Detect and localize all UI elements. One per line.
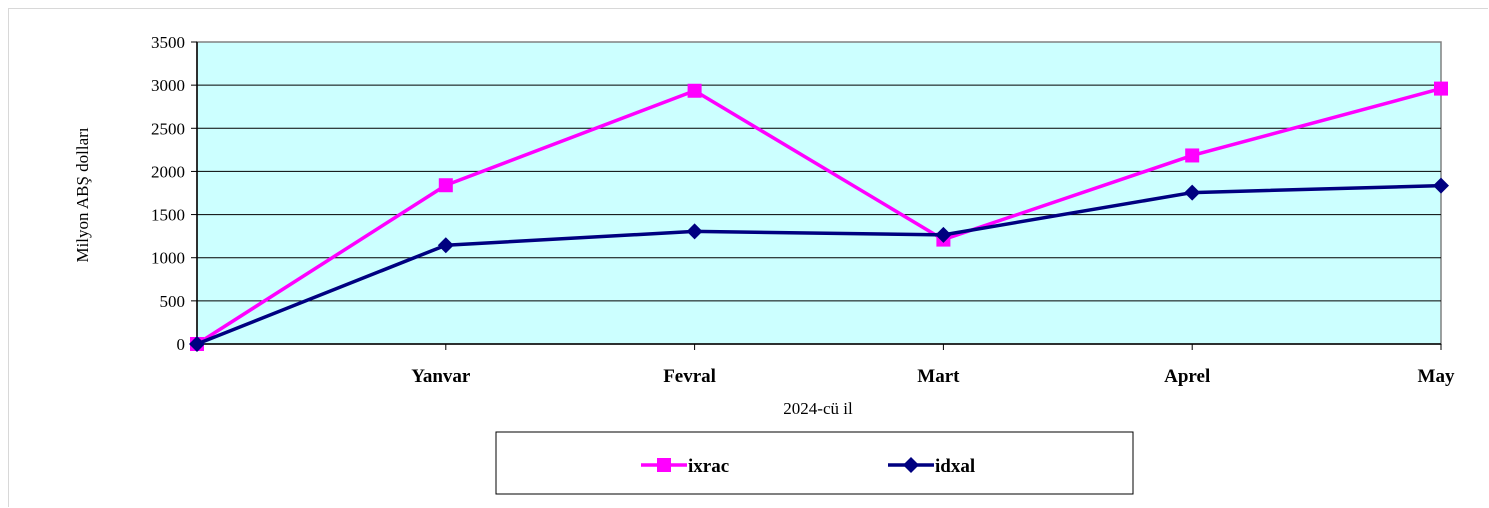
data-point (686, 223, 703, 240)
data-point (935, 226, 952, 243)
y-axis-ticks: 0 500 1000 1500 2000 2500 3000 3500 (151, 33, 1441, 354)
legend: ixrac idxal (495, 431, 1134, 495)
series-idxal (189, 177, 1449, 352)
data-point (1185, 148, 1200, 163)
y-tick-label: 3000 (151, 76, 185, 95)
plot-area (196, 41, 1442, 345)
x-category-label: May (1418, 366, 1455, 387)
x-axis-categories: Yanvar Fevral Mart Aprel May (196, 344, 1455, 387)
x-axis-title: 2024-cü il (783, 399, 853, 418)
y-tick-label: 0 (177, 335, 186, 354)
data-point (437, 237, 454, 254)
x-category-label: Yanvar (411, 366, 471, 387)
data-point (1433, 177, 1449, 194)
y-tick-label: 1000 (151, 249, 185, 268)
y-tick-label: 2000 (151, 162, 185, 181)
legend-box (495, 431, 1134, 495)
data-point (903, 457, 919, 473)
legend-label: ixrac (688, 456, 729, 477)
series-line (196, 183, 1442, 346)
y-tick-label: 1500 (151, 206, 185, 225)
legend-label: idxal (935, 456, 975, 477)
y-axis-title: Milyon ABŞ dolları (73, 127, 92, 262)
data-point (1434, 81, 1448, 96)
gridlines (197, 84, 1441, 302)
data-point (1184, 184, 1201, 201)
y-tick-label: 500 (160, 292, 186, 311)
y-tick-label: 3500 (151, 33, 185, 52)
series-line (196, 86, 1442, 346)
data-point (687, 83, 702, 98)
data-point (657, 458, 671, 472)
x-category-label: Mart (917, 366, 960, 387)
x-category-label: Fevral (663, 366, 716, 387)
chart-frame (8, 8, 1488, 507)
y-tick-label: 2500 (151, 119, 185, 138)
data-point (438, 178, 453, 193)
data-point (189, 336, 205, 352)
x-category-label: Aprel (1164, 366, 1210, 387)
series-lines (189, 81, 1449, 352)
